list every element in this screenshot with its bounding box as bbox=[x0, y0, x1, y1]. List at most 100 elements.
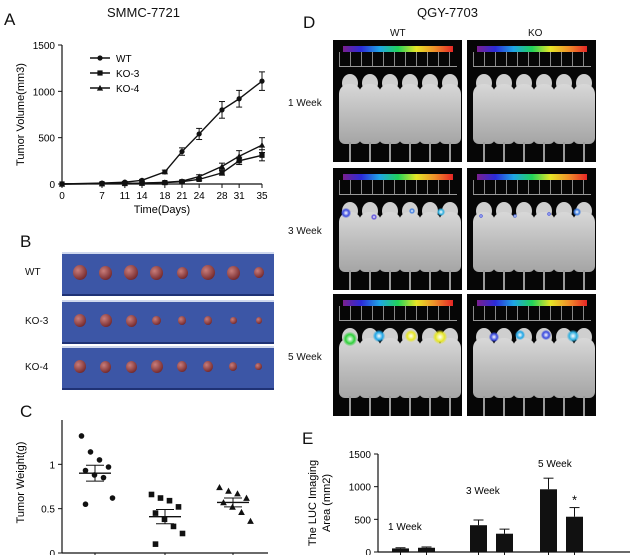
mouse bbox=[473, 338, 495, 398]
data-point bbox=[82, 467, 89, 474]
mouse-tail bbox=[503, 396, 505, 416]
significance-marker: * bbox=[572, 492, 577, 507]
y-tick-label: 1500 bbox=[33, 41, 56, 52]
mouse bbox=[513, 212, 535, 272]
x-tick-label: 14 bbox=[136, 191, 148, 202]
luciferase-signal bbox=[567, 330, 579, 342]
mouse-tail bbox=[503, 270, 505, 290]
mouse-tail bbox=[543, 142, 545, 162]
luc-area-chart: 0 500 1000 1500 The LUC Imaging Area (mm2) 1 W… bbox=[307, 450, 630, 555]
data-point bbox=[152, 510, 159, 516]
series-line bbox=[61, 80, 263, 185]
imaging-panel bbox=[333, 168, 462, 290]
mouse bbox=[573, 212, 595, 272]
mouse bbox=[513, 84, 535, 144]
imaging-panel bbox=[333, 40, 462, 162]
tumor-strip-wt bbox=[62, 252, 274, 296]
mouse-tail bbox=[429, 142, 431, 162]
y-tick-label: 1000 bbox=[33, 87, 56, 98]
mouse-tail bbox=[409, 142, 411, 162]
colorbar bbox=[477, 46, 587, 52]
panel-b-letter: B bbox=[20, 232, 32, 251]
mouse bbox=[379, 84, 401, 144]
y-tick-label: 0 bbox=[365, 548, 371, 555]
y-tick-label: 1 bbox=[49, 460, 55, 471]
tumor-sample bbox=[74, 314, 86, 328]
tumor-sample bbox=[226, 265, 240, 280]
mouse-tail bbox=[349, 142, 351, 162]
imaging-panel bbox=[333, 294, 462, 416]
tumor-sample bbox=[200, 265, 215, 281]
tumor-sample bbox=[99, 314, 112, 328]
panel-d-letter: D bbox=[303, 13, 316, 32]
tumor-sample bbox=[177, 361, 187, 372]
bar bbox=[470, 525, 487, 552]
data-point bbox=[243, 494, 250, 501]
mouse-tail bbox=[523, 396, 525, 416]
annotation-3-week: 3 Week bbox=[466, 486, 501, 497]
imaging-column-wt: WT bbox=[390, 28, 406, 39]
luciferase-signal bbox=[573, 208, 581, 216]
mouse-tail bbox=[563, 396, 565, 416]
mouse bbox=[553, 84, 575, 144]
row-label-ko4: KO-4 bbox=[25, 362, 49, 373]
mouse-tail bbox=[583, 270, 585, 290]
annotation-1-week: 1 Week bbox=[388, 522, 423, 533]
mouse bbox=[533, 212, 555, 272]
mouse-tail bbox=[583, 396, 585, 416]
tumor-sample bbox=[176, 266, 188, 279]
data-point bbox=[175, 504, 182, 510]
imaging-panel bbox=[467, 168, 596, 290]
imaging-panel bbox=[467, 294, 596, 416]
data-point bbox=[58, 180, 66, 187]
tumor-sample bbox=[203, 316, 212, 325]
mouse-tail bbox=[369, 396, 371, 416]
colorbar bbox=[343, 300, 453, 306]
data-point bbox=[196, 176, 202, 182]
legend-marker bbox=[97, 70, 103, 76]
mouse bbox=[439, 84, 461, 144]
mouse bbox=[359, 84, 381, 144]
imaging-week-1: 1 Week bbox=[288, 98, 322, 109]
mouse bbox=[493, 212, 515, 272]
ruler bbox=[473, 52, 591, 67]
data-point bbox=[161, 179, 168, 185]
y-axis-label-line2: Area (mm2) bbox=[321, 474, 333, 532]
data-point bbox=[236, 153, 243, 159]
bar bbox=[418, 547, 435, 552]
row-label-ko3: KO-3 bbox=[25, 316, 49, 327]
data-point bbox=[100, 474, 107, 481]
data-point bbox=[148, 491, 155, 498]
data-point bbox=[170, 523, 177, 530]
imaging-week-3: 3 Week bbox=[288, 226, 322, 237]
mouse-tail bbox=[483, 396, 485, 416]
ruler bbox=[473, 306, 591, 321]
data-point bbox=[179, 530, 186, 537]
mouse-tail bbox=[349, 396, 351, 416]
x-tick-label: 18 bbox=[159, 191, 171, 202]
luciferase-signal bbox=[373, 330, 385, 342]
data-point bbox=[196, 173, 203, 180]
panel-a-title: SMMC-7721 bbox=[107, 5, 180, 20]
mouse bbox=[493, 338, 515, 398]
mouse-tail bbox=[543, 270, 545, 290]
tumor-sample bbox=[73, 265, 87, 281]
tumor-sample bbox=[178, 316, 186, 325]
tumor-sample bbox=[125, 314, 137, 327]
panel-a-letter: A bbox=[4, 10, 16, 29]
data-point bbox=[259, 78, 265, 84]
colorbar bbox=[343, 174, 453, 180]
x-tick-label: 21 bbox=[176, 191, 188, 202]
mouse-tail bbox=[483, 142, 485, 162]
data-point bbox=[157, 495, 164, 501]
y-axis-label-line1: The LUC Imaging bbox=[307, 460, 319, 546]
mouse-tail bbox=[389, 396, 391, 416]
mouse bbox=[533, 338, 555, 398]
luciferase-signal bbox=[513, 214, 517, 218]
y-tick-label: 0 bbox=[49, 549, 55, 555]
mouse-tail bbox=[449, 270, 451, 290]
luciferase-signal bbox=[515, 330, 525, 340]
panel-e-letter: E bbox=[302, 429, 314, 448]
y-axis-label: Tumor Volume(mm3) bbox=[15, 63, 27, 166]
ruler bbox=[339, 306, 457, 321]
